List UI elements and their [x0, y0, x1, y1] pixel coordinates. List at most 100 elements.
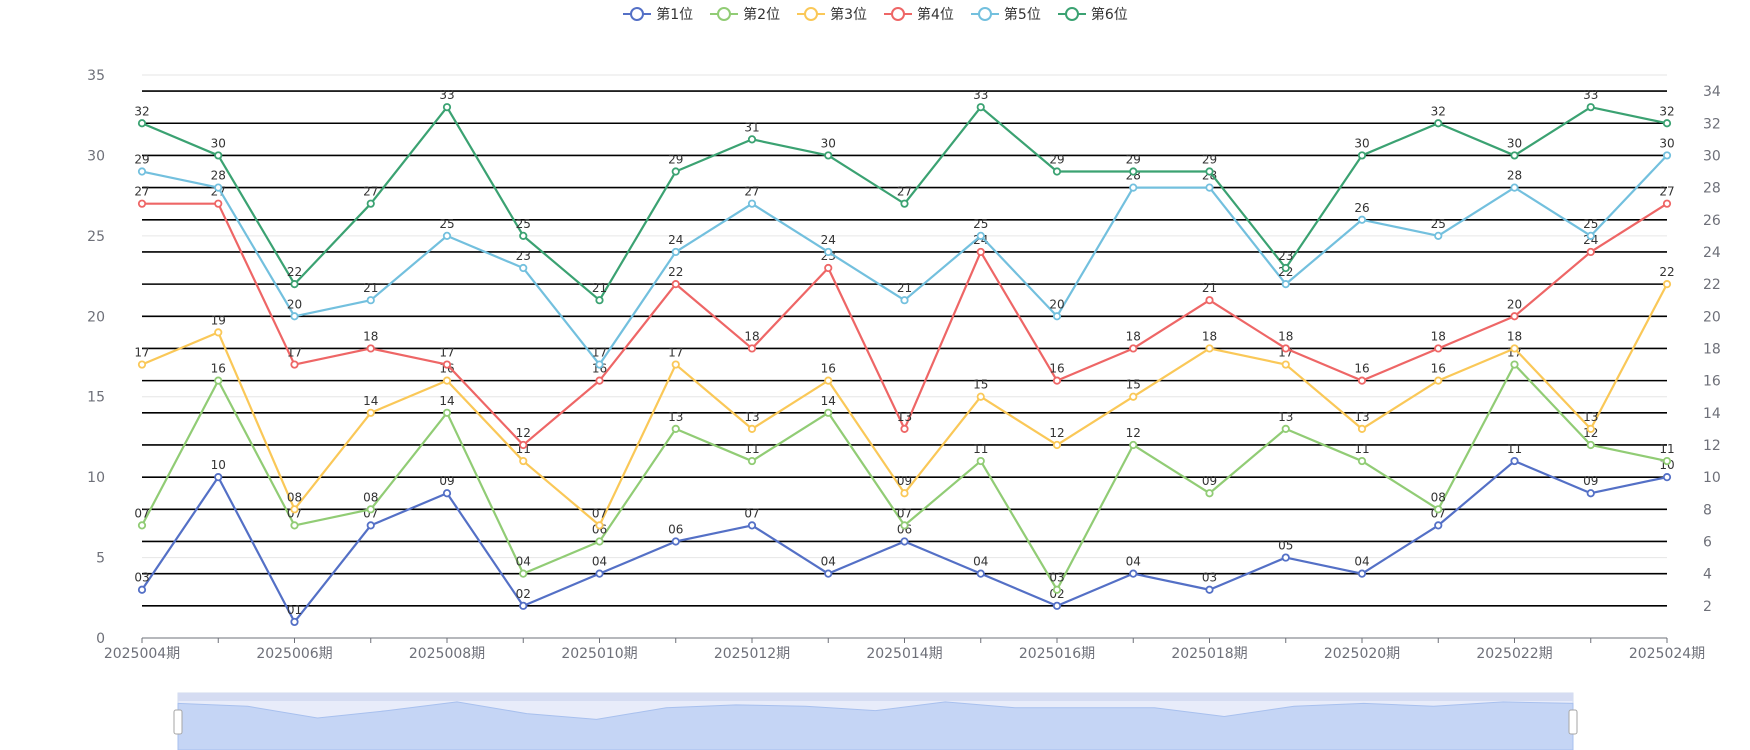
data-point[interactable] — [1662, 119, 1672, 128]
data-point[interactable] — [214, 199, 223, 208]
data-point[interactable] — [976, 456, 985, 466]
data-point[interactable] — [1586, 103, 1595, 112]
data-point[interactable] — [900, 537, 909, 546]
data-point[interactable] — [1434, 505, 1443, 514]
data-point[interactable] — [747, 199, 757, 208]
data-point[interactable] — [1586, 489, 1595, 498]
data-point[interactable] — [900, 521, 909, 530]
data-point[interactable] — [1510, 151, 1519, 160]
data-point[interactable] — [1586, 247, 1595, 257]
legend-item[interactable]: 第2位 — [709, 4, 780, 24]
data-point[interactable] — [1357, 376, 1367, 385]
data-point[interactable] — [137, 360, 147, 369]
data-point[interactable] — [671, 424, 680, 433]
data-point[interactable] — [366, 521, 375, 530]
slider-handle[interactable] — [173, 709, 183, 735]
data-point[interactable] — [1510, 312, 1519, 321]
slider-move-handle[interactable] — [178, 693, 1573, 701]
data-point[interactable] — [1434, 344, 1443, 353]
data-point[interactable] — [1205, 585, 1214, 594]
data-point[interactable] — [519, 440, 528, 450]
data-point[interactable] — [1281, 263, 1290, 273]
data-point[interactable] — [366, 296, 375, 305]
data-point[interactable] — [900, 424, 909, 433]
data-point[interactable] — [519, 456, 528, 466]
data-point[interactable] — [214, 151, 223, 160]
data-point[interactable] — [1510, 456, 1519, 466]
data-point[interactable] — [1052, 167, 1062, 176]
data-point[interactable] — [290, 280, 299, 289]
data-point[interactable] — [1662, 199, 1672, 208]
data-point[interactable] — [1052, 585, 1062, 594]
data-point[interactable] — [1357, 151, 1367, 160]
data-point[interactable] — [824, 569, 833, 578]
data-point[interactable] — [290, 360, 299, 369]
slider-handle[interactable] — [1568, 709, 1578, 735]
data-point[interactable] — [1205, 489, 1214, 498]
data-point[interactable] — [519, 263, 528, 273]
data-point[interactable] — [1434, 119, 1443, 128]
data-point[interactable] — [442, 376, 452, 385]
data-point[interactable] — [1129, 392, 1138, 401]
data-point[interactable] — [1434, 376, 1443, 385]
data-point[interactable] — [1129, 344, 1138, 353]
data-point[interactable] — [747, 135, 757, 144]
data-point[interactable] — [1281, 344, 1290, 353]
data-point[interactable] — [442, 408, 452, 417]
data-point[interactable] — [366, 505, 375, 514]
data-point[interactable] — [595, 296, 604, 305]
data-point[interactable] — [137, 167, 147, 176]
data-point[interactable] — [366, 408, 375, 417]
data-point[interactable] — [1052, 376, 1062, 385]
data-point[interactable] — [1662, 280, 1672, 289]
data-point[interactable] — [671, 247, 680, 257]
data-point[interactable] — [1052, 601, 1062, 610]
data-point[interactable] — [595, 376, 604, 385]
data-point[interactable] — [1129, 183, 1138, 192]
data-point[interactable] — [1510, 183, 1519, 192]
legend-item[interactable]: 第3位 — [796, 4, 867, 24]
data-point[interactable] — [1205, 344, 1214, 353]
data-point[interactable] — [1586, 440, 1595, 450]
data-point[interactable] — [442, 360, 452, 369]
data-point[interactable] — [1510, 360, 1519, 369]
data-point[interactable] — [824, 376, 833, 385]
data-point[interactable] — [824, 151, 833, 160]
data-point[interactable] — [1052, 312, 1062, 321]
data-point[interactable] — [900, 489, 909, 498]
data-point[interactable] — [1281, 424, 1290, 433]
legend-item[interactable]: 第5位 — [970, 4, 1041, 24]
data-point[interactable] — [442, 231, 452, 240]
data-point[interactable] — [595, 521, 604, 530]
data-point[interactable] — [1281, 553, 1290, 562]
data-point[interactable] — [747, 456, 757, 466]
data-point[interactable] — [1510, 344, 1519, 353]
data-point[interactable] — [1129, 569, 1138, 578]
data-point[interactable] — [595, 569, 604, 578]
data-point[interactable] — [671, 360, 680, 369]
data-point[interactable] — [442, 489, 452, 498]
data-point[interactable] — [976, 247, 985, 257]
legend-item[interactable]: 第1位 — [622, 4, 693, 24]
data-point[interactable] — [1129, 167, 1138, 176]
data-point[interactable] — [747, 424, 757, 433]
data-point[interactable] — [1434, 521, 1443, 530]
data-point[interactable] — [1662, 473, 1672, 482]
data-point[interactable] — [747, 344, 757, 353]
data-point[interactable] — [900, 296, 909, 305]
data-point[interactable] — [1662, 151, 1672, 160]
data-point[interactable] — [1205, 167, 1214, 176]
data-point[interactable] — [976, 569, 985, 578]
data-point[interactable] — [1586, 231, 1595, 240]
data-point[interactable] — [519, 231, 528, 240]
data-point[interactable] — [976, 392, 985, 401]
data-point[interactable] — [214, 376, 223, 385]
data-point[interactable] — [824, 408, 833, 417]
data-point[interactable] — [976, 231, 985, 240]
data-point[interactable] — [519, 569, 528, 578]
data-point[interactable] — [1281, 280, 1290, 289]
data-point[interactable] — [1205, 296, 1214, 305]
data-point[interactable] — [1357, 215, 1367, 224]
data-point[interactable] — [366, 199, 375, 208]
data-point[interactable] — [137, 585, 147, 594]
